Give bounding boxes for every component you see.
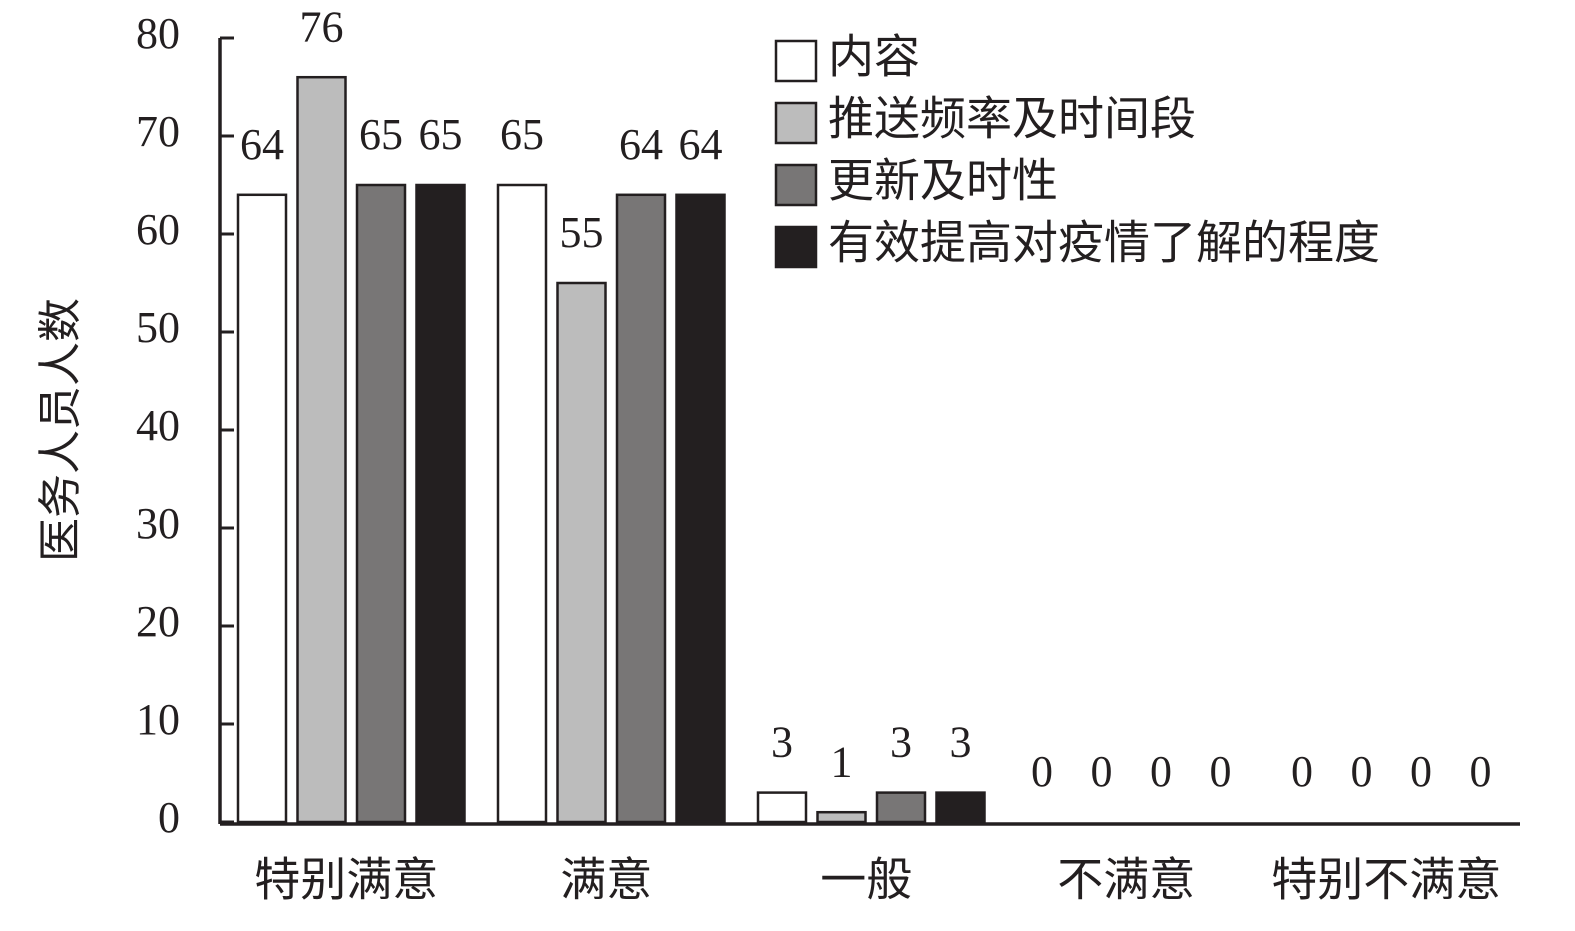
bar — [296, 75, 347, 824]
x-tick-label: 特别不满意 — [1271, 855, 1501, 906]
legend-swatch — [774, 225, 818, 269]
bar — [236, 193, 288, 824]
value-label: 3 — [771, 718, 793, 767]
x-tick-label: 满意 — [560, 855, 652, 906]
y-tick-label: 60 — [136, 205, 180, 254]
value-label: 65 — [500, 110, 544, 159]
bar — [556, 281, 607, 824]
bar — [415, 183, 466, 824]
value-label: 65 — [419, 110, 463, 159]
x-tick-label: 一般 — [820, 855, 912, 906]
y-tick-label: 30 — [136, 499, 180, 548]
legend-swatch — [774, 101, 818, 145]
y-tick-label: 40 — [136, 401, 180, 450]
value-label: 1 — [831, 737, 853, 786]
bar — [935, 791, 986, 824]
value-label: 0 — [1470, 747, 1492, 796]
legend-label: 推送频率及时间段 — [828, 94, 1196, 145]
value-label: 0 — [1091, 747, 1113, 796]
y-axis-label: 医务人员人数 — [36, 298, 85, 562]
value-label: 0 — [1031, 747, 1053, 796]
legend-label: 内容 — [828, 32, 920, 83]
bar — [875, 791, 927, 824]
y-tick-label: 10 — [136, 695, 180, 744]
value-label: 0 — [1351, 747, 1373, 796]
legend-swatch — [774, 39, 818, 83]
value-label: 55 — [560, 208, 604, 257]
bar — [816, 810, 867, 824]
bar — [756, 791, 808, 824]
y-tick-label: 80 — [136, 9, 180, 58]
bar — [496, 183, 548, 824]
value-label: 3 — [950, 718, 972, 767]
y-tick-label: 0 — [158, 793, 180, 842]
value-label: 0 — [1150, 747, 1172, 796]
value-label: 0 — [1210, 747, 1232, 796]
x-tick-label: 不满意 — [1057, 855, 1195, 906]
bar — [675, 193, 726, 824]
y-tick-label: 70 — [136, 107, 180, 156]
value-label: 65 — [359, 110, 403, 159]
value-label: 64 — [240, 120, 284, 169]
y-tick-label: 20 — [136, 597, 180, 646]
bar — [355, 183, 407, 824]
legend-label: 更新及时性 — [828, 156, 1058, 207]
value-label: 3 — [890, 718, 912, 767]
value-label: 0 — [1410, 747, 1432, 796]
x-tick-label: 特别满意 — [254, 855, 438, 906]
legend-label: 有效提高对疫情了解的程度 — [828, 218, 1380, 269]
value-label: 64 — [679, 120, 723, 169]
bar — [615, 193, 667, 824]
value-label: 64 — [619, 120, 663, 169]
value-label: 76 — [300, 2, 344, 51]
y-tick-label: 50 — [136, 303, 180, 352]
value-label: 0 — [1291, 747, 1313, 796]
legend-swatch — [774, 163, 818, 207]
